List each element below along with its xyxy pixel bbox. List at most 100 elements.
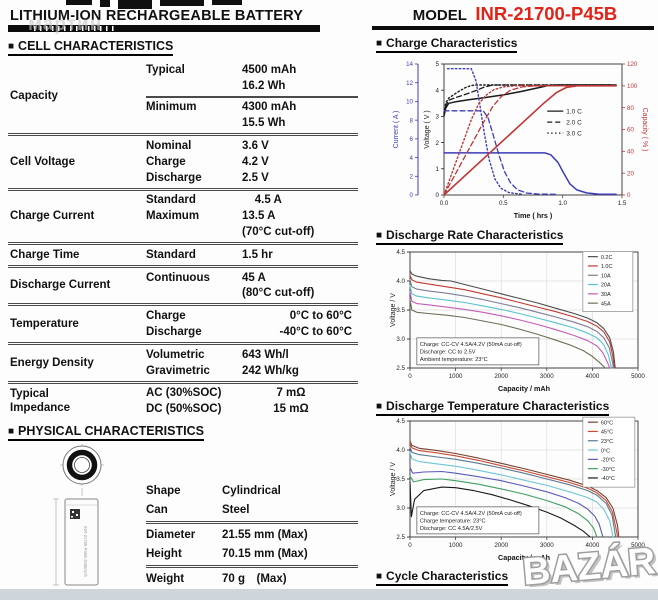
physical-row: Shape Cylindrical (146, 481, 358, 501)
model-number: INR-21700-P45B (475, 3, 618, 24)
svg-text:3.5: 3.5 (396, 476, 405, 483)
charge-chart: 0.0 0.5 1.0 1.5 Time ( hrs ) 0 2 4 6 8 10 12 14 Curre… (386, 56, 652, 226)
svg-text:Discharge: CC 4.5A/2.5V: Discharge: CC 4.5A/2.5V (420, 526, 483, 532)
spec-value: 0°C to 60°C (289, 310, 352, 323)
spec-group-label: Discharge Current (10, 279, 111, 292)
model-line: MODEL INR-21700-P45B (372, 3, 658, 25)
svg-text:Capacity / mAh: Capacity / mAh (498, 384, 550, 393)
spec-value: 45 A (242, 271, 266, 284)
svg-text:2.0 C: 2.0 C (566, 119, 582, 126)
physical-row: Height 70.15 mm (Max) (146, 545, 358, 565)
spec-value: 4.2 V (242, 155, 269, 168)
svg-text:1000: 1000 (449, 542, 463, 549)
discharge-temperature-heading: ■ Discharge Temperature Characteristics (376, 399, 610, 416)
section-bullet-icon: ■ (376, 401, 383, 412)
svg-text:2000: 2000 (494, 373, 508, 380)
svg-text:60: 60 (627, 127, 634, 134)
section-bullet-icon: ■ (376, 571, 383, 582)
spec-value: 15.5 Wh (242, 117, 286, 130)
spec-sub-label: Charge (146, 155, 186, 168)
svg-text:0: 0 (408, 542, 412, 549)
physical-label: Height (146, 548, 182, 561)
svg-text:40: 40 (627, 149, 634, 156)
svg-text:12: 12 (406, 80, 413, 87)
spec-group-label: Typical Impedance (10, 387, 71, 415)
svg-text:3000: 3000 (540, 542, 554, 549)
physical-row: Diameter 21.55 mm (Max) (146, 525, 358, 545)
spec-row: DC (50%SOC) 15 mΩ (146, 401, 358, 417)
svg-text:120: 120 (627, 61, 638, 68)
svg-text:-20°C: -20°C (601, 458, 615, 464)
physical-label: Weight (146, 572, 185, 585)
spec-group-label: Energy Density (10, 356, 94, 369)
svg-text:INR-21700-P45B 4500mAh: INR-21700-P45B 4500mAh (83, 526, 88, 578)
svg-text:5000: 5000 (631, 542, 645, 549)
spec-row: 16.2 Wh (146, 78, 358, 94)
svg-text:23°C: 23°C (601, 439, 613, 445)
spec-row: Typical 4500 mAh (146, 62, 358, 78)
spec-sub-label: Charge (146, 310, 186, 323)
svg-text:Current ( A ): Current ( A ) (393, 111, 400, 149)
svg-text:100: 100 (627, 83, 638, 90)
physical-row: Can Steel (146, 501, 358, 521)
physical-value: 70 g (Max) (222, 572, 287, 585)
spec-group-label: Capacity (10, 90, 58, 103)
svg-text:60°C: 60°C (601, 420, 613, 426)
spec-sub-label: Typical (146, 63, 185, 76)
svg-text:45A: 45A (601, 301, 611, 307)
cutoff-logo-fragment (100, 0, 110, 7)
spec-value: -40°C to 60°C (279, 326, 352, 339)
cell-characteristics-heading: ■ CELL CHARACTERISTICS (8, 39, 174, 56)
svg-text:0°C: 0°C (601, 448, 610, 454)
spec-sub-label: Minimum (146, 101, 197, 114)
svg-text:0: 0 (410, 192, 414, 199)
svg-text:0: 0 (627, 192, 631, 199)
spec-row: (80°C cut-off) (146, 286, 358, 302)
section-bullet-icon: ■ (8, 426, 15, 437)
spec-sub-label: Discharge (146, 326, 202, 339)
svg-text:2: 2 (410, 173, 414, 180)
physical-group: Weight 70 g (Max) (146, 565, 358, 590)
svg-text:Charge: CC-CV 4.5A/4.2V (50mA: Charge: CC-CV 4.5A/4.2V (50mA cut-off) (420, 342, 522, 348)
discharge-temperature-chart: 0 1000 2000 3000 4000 5000 Capacity / mAh 2.5 3.… (376, 415, 648, 568)
model-label: MODEL (412, 7, 467, 24)
spec-sub-label: Maximum (146, 210, 200, 223)
svg-text:3: 3 (436, 114, 440, 121)
svg-text:10: 10 (406, 99, 413, 106)
svg-text:3.0: 3.0 (396, 505, 405, 512)
spec-row: Discharge -40°C to 60°C (146, 324, 358, 340)
spec-row: Standard 1.5 hr (146, 247, 358, 263)
svg-text:Capacity / mAh: Capacity / mAh (498, 553, 550, 562)
svg-text:14: 14 (406, 61, 413, 68)
svg-text:Voltage ( V ): Voltage ( V ) (424, 110, 431, 149)
svg-text:3.5: 3.5 (396, 307, 405, 314)
spec-value: 4300 mAh (242, 101, 297, 114)
spec-row: Standard 4.5 A (146, 193, 358, 209)
spec-value: 4500 mAh (242, 63, 297, 76)
svg-text:2000: 2000 (494, 542, 508, 549)
charge-characteristics-heading: ■ Charge Characteristics (376, 36, 518, 53)
spec-value: 15 mΩ (273, 403, 309, 416)
svg-text:4.5: 4.5 (396, 249, 405, 256)
svg-text:20A: 20A (601, 283, 611, 289)
spec-value: 1.5 hr (242, 248, 273, 261)
svg-text:0: 0 (436, 192, 440, 199)
svg-text:Charge: CC-CV 4.5A/4.2V (50mA: Charge: CC-CV 4.5A/4.2V (50mA cut-off) (420, 511, 522, 517)
svg-text:Voltage / V: Voltage / V (390, 462, 397, 496)
svg-text:Capacity ( % ): Capacity ( % ) (641, 108, 648, 152)
svg-text:4: 4 (410, 155, 414, 162)
spec-value: (70°C cut-off) (242, 226, 315, 239)
spec-value: (80°C cut-off) (242, 287, 315, 300)
spec-row: (70°C cut-off) (146, 224, 358, 240)
physical-label: Diameter (146, 528, 196, 541)
discharge-rate-chart: 0 1000 2000 3000 4000 5000 Capacity / mAh 2.5 3.… (376, 246, 648, 399)
cutoff-logo-fragment (212, 0, 242, 5)
spec-sub-label: Standard (146, 194, 196, 207)
section-bullet-icon: ■ (376, 230, 383, 241)
svg-text:-30°C: -30°C (601, 467, 615, 473)
seller-watermark-logo: BAZÁR BAZÁR (519, 537, 658, 597)
svg-text:10A: 10A (601, 273, 611, 279)
spec-value: 242 Wh/kg (242, 364, 299, 377)
svg-text:4000: 4000 (586, 542, 600, 549)
spec-group-label: Cell Voltage (10, 155, 75, 168)
